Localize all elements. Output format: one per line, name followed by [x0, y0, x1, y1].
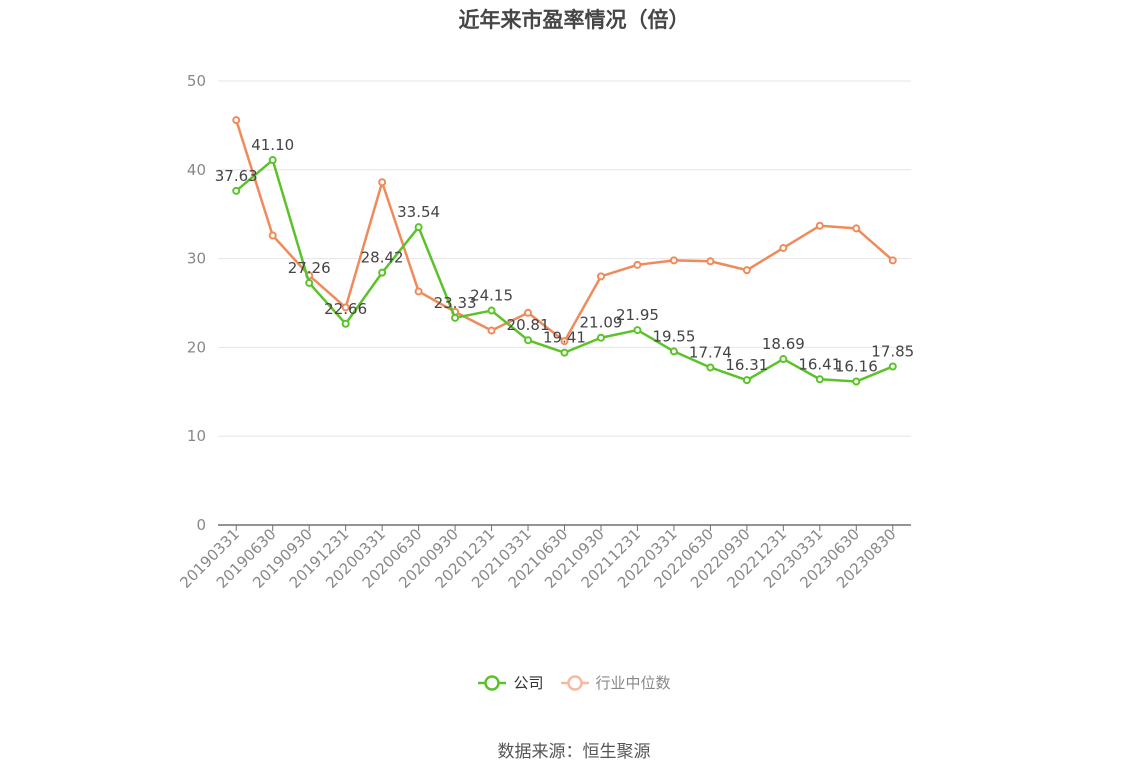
- data-label: 19.41: [543, 329, 586, 347]
- data-point-company: [815, 375, 824, 384]
- data-label: 22.66: [324, 300, 367, 318]
- y-tick-label: 20: [187, 338, 206, 356]
- data-point-company: [888, 362, 897, 371]
- data-point-company: [305, 278, 314, 287]
- data-point-company: [779, 355, 788, 364]
- chart-title: 近年来市盈率情况（倍）: [458, 8, 690, 32]
- data-point-company: [451, 313, 460, 322]
- data-source: 数据来源：恒生聚源: [497, 742, 651, 762]
- data-point-company: [596, 333, 605, 342]
- data-label: 17.74: [689, 343, 732, 361]
- legend-item-industry[interactable]: 行业中位数: [560, 672, 671, 693]
- data-label: 24.15: [470, 287, 513, 305]
- data-label: 16.41: [798, 355, 841, 373]
- data-label: 18.69: [762, 335, 805, 353]
- data-label: 17.85: [871, 342, 914, 360]
- data-point-industry: [232, 116, 241, 125]
- data-label: 20.81: [507, 316, 550, 334]
- data-point-industry: [888, 256, 897, 265]
- data-point-company: [524, 336, 533, 345]
- data-point-industry: [524, 308, 533, 317]
- data-point-company: [633, 326, 642, 335]
- data-point-company: [487, 306, 496, 315]
- data-point-industry: [341, 303, 350, 312]
- y-tick-label: 40: [187, 161, 206, 179]
- data-point-company: [378, 268, 387, 277]
- legend-label-industry: 行业中位数: [595, 674, 671, 692]
- data-point-industry: [268, 231, 277, 240]
- data-point-industry: [414, 287, 423, 296]
- data-point-company: [669, 347, 678, 356]
- data-label: 23.33: [434, 294, 477, 312]
- data-point-industry: [779, 243, 788, 252]
- y-tick-label: 50: [187, 72, 206, 90]
- line-chart: 0102030405020190331201906302019093020191…: [176, 72, 914, 592]
- data-point-company: [560, 348, 569, 357]
- data-point-industry: [596, 272, 605, 281]
- data-label: 28.42: [361, 249, 404, 267]
- data-point-industry: [560, 337, 569, 346]
- data-label: 21.09: [579, 314, 622, 332]
- data-label: 33.54: [397, 203, 440, 221]
- data-point-industry: [742, 266, 751, 275]
- data-point-company: [414, 223, 423, 232]
- legend-industry-icon: [560, 674, 589, 691]
- data-point-company: [852, 377, 861, 386]
- data-point-company: [706, 363, 715, 372]
- data-point-industry: [706, 257, 715, 266]
- chart-legend: 公司 行业中位数: [0, 672, 1148, 693]
- data-point-company: [268, 156, 277, 165]
- data-label: 19.55: [652, 327, 695, 345]
- data-label: 37.63: [215, 167, 258, 185]
- legend-label-company: 公司: [513, 674, 544, 692]
- data-point-industry: [815, 221, 824, 230]
- data-label: 21.95: [616, 306, 659, 324]
- data-point-company: [742, 376, 751, 385]
- data-point-industry: [633, 260, 642, 269]
- data-label: 41.10: [251, 136, 294, 154]
- data-point-company: [341, 319, 350, 328]
- data-label: 27.26: [288, 259, 331, 277]
- y-tick-label: 30: [187, 250, 206, 268]
- data-point-company: [232, 186, 241, 195]
- data-label: 16.31: [725, 356, 768, 374]
- data-point-industry: [852, 224, 861, 233]
- data-label: 16.16: [835, 357, 878, 375]
- data-point-industry: [487, 326, 496, 335]
- data-point-industry: [378, 178, 387, 187]
- y-tick-label: 0: [196, 516, 206, 534]
- data-point-industry: [669, 256, 678, 265]
- legend-item-company[interactable]: 公司: [477, 672, 544, 693]
- legend-company-icon: [478, 674, 507, 691]
- y-tick-label: 10: [187, 427, 206, 445]
